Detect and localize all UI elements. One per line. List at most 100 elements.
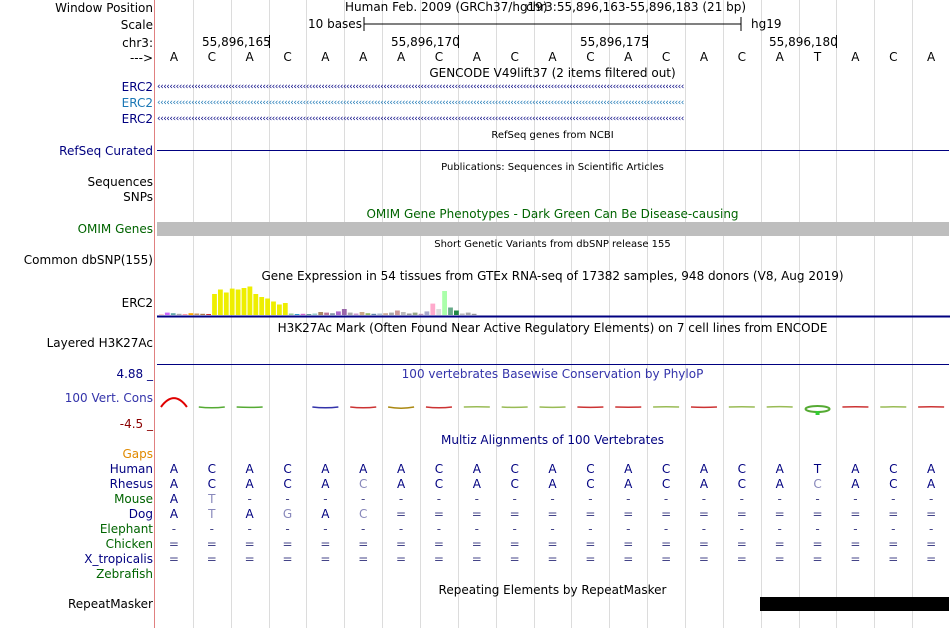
alignment-base: = <box>850 537 861 551</box>
alignment-base: C <box>359 507 368 521</box>
gencode-row-label-3[interactable]: ERC2 <box>121 112 153 126</box>
gencode-transcript-1[interactable]: ‹‹‹‹‹‹‹‹‹‹‹‹‹‹‹‹‹‹‹‹‹‹‹‹‹‹‹‹‹‹‹‹‹‹‹‹‹‹‹‹… <box>157 82 684 92</box>
alignment-base: = <box>698 552 709 566</box>
alignment-base: A <box>548 462 557 476</box>
alignment-base: - <box>512 522 517 536</box>
alignment-base: - <box>588 492 593 506</box>
chrom-label: chr3: <box>122 36 153 50</box>
alignment-base: A <box>775 477 784 491</box>
alignment-base: = <box>168 537 179 551</box>
publications-sequences-label[interactable]: Sequences <box>87 175 153 189</box>
alignment-base: T <box>208 492 216 506</box>
species-label-mouse[interactable]: Mouse <box>114 492 153 506</box>
alignment-base: A <box>851 477 860 491</box>
alignment-base: = <box>320 537 331 551</box>
repeatmasker-label[interactable]: RepeatMasker <box>67 597 153 611</box>
gencode-row-label-2[interactable]: ERC2 <box>121 96 153 110</box>
publications-track-title[interactable]: Publications: Sequences in Scientific Ar… <box>441 162 664 173</box>
reference-base: A <box>624 50 633 64</box>
alignment-base: A <box>169 507 179 521</box>
alignment-base: = <box>585 552 596 566</box>
gtex-tissue-bar <box>400 312 406 315</box>
publications-snps-label[interactable]: SNPs <box>123 190 153 204</box>
alignment-base: - <box>663 492 669 506</box>
conservation-mark <box>350 406 377 409</box>
layered-h3k27ac-label[interactable]: Layered H3K27Ac <box>46 336 153 350</box>
omim-track-title[interactable]: OMIM Gene Phenotypes - Dark Green Can Be… <box>366 207 739 221</box>
gencode-row-label-1[interactable]: ERC2 <box>121 80 153 94</box>
gencode-transcript-3[interactable]: ‹‹‹‹‹‹‹‹‹‹‹‹‹‹‹‹‹‹‹‹‹‹‹‹‹‹‹‹‹‹‹‹‹‹‹‹‹‹‹‹… <box>157 114 684 124</box>
alignment-base: C <box>434 477 444 491</box>
refseq-gene-line[interactable] <box>157 150 949 151</box>
alignment-base: - <box>247 522 252 536</box>
ruler-position-1: 55,896,165 <box>202 35 271 49</box>
alignment-base: - <box>361 522 366 536</box>
conservation-track-title[interactable]: 100 vertebrates Basewise Conservation by… <box>401 367 704 381</box>
alignment-base: = <box>206 552 217 566</box>
alignment-base: - <box>701 522 707 536</box>
gtex-tissue-bar <box>389 312 394 315</box>
gtex-tissue-bar <box>448 307 453 315</box>
alignment-base: C <box>207 477 216 491</box>
omim-genes-label[interactable]: OMIM Genes <box>77 222 153 236</box>
alignment-base: - <box>398 492 404 506</box>
repeatmasker-track-title[interactable]: Repeating Elements by RepeatMasker <box>438 583 667 597</box>
alignment-base: = <box>509 552 520 566</box>
gencode-track-title[interactable]: GENCODE V49lift37 (2 items filtered out) <box>429 66 676 80</box>
gtex-tissue-bar <box>212 294 217 315</box>
alignment-base: = <box>471 552 482 566</box>
gencode-transcript-2[interactable]: ‹‹‹‹‹‹‹‹‹‹‹‹‹‹‹‹‹‹‹‹‹‹‹‹‹‹‹‹‹‹‹‹‹‹‹‹‹‹‹‹… <box>157 98 684 108</box>
species-label-zebrafish[interactable]: Zebrafish <box>96 567 153 581</box>
alignment-base: A <box>927 477 936 491</box>
gtex-tissue-bar <box>229 288 235 315</box>
alignment-base: = <box>661 537 672 551</box>
gtex-tissue-bar <box>377 313 383 315</box>
common-dbsnp-label[interactable]: Common dbSNP(155) <box>23 253 153 267</box>
species-label-chicken[interactable]: Chicken <box>105 537 153 551</box>
alignment-base: = <box>812 537 823 551</box>
h3k27ac-track-title[interactable]: H3K27Ac Mark (Often Found Near Active Re… <box>277 321 828 335</box>
alignment-base: = <box>433 537 444 551</box>
alignment-base: C <box>283 462 292 476</box>
alignment-base: A <box>472 477 481 491</box>
alignment-base: = <box>547 507 558 521</box>
conservation-mark <box>160 397 188 408</box>
vert-cons-label[interactable]: 100 Vert. Cons <box>64 391 153 405</box>
reference-base: T <box>813 50 822 64</box>
alignment-base: = <box>396 552 407 566</box>
alignment-base: A <box>699 462 709 476</box>
gtex-tissue-bar <box>436 309 442 315</box>
ruler-tick-4 <box>836 35 837 48</box>
alignment-base: A <box>927 462 936 476</box>
dbsnp-track-title[interactable]: Short Genetic Variants from dbSNP releas… <box>434 239 671 250</box>
gtex-expression-chart[interactable] <box>155 283 950 319</box>
gtex-tissue-bar <box>353 313 359 315</box>
multiz-track-title[interactable]: Multiz Alignments of 100 Vertebrates <box>440 433 665 447</box>
gtex-gene-label[interactable]: ERC2 <box>121 296 153 310</box>
alignment-base: = <box>926 507 937 521</box>
multiz-gaps-label[interactable]: Gaps <box>122 447 153 461</box>
alignment-base: = <box>888 537 899 551</box>
refseq-curated-label[interactable]: RefSeq Curated <box>59 144 153 158</box>
alignment-base: - <box>285 522 290 536</box>
gtex-track-title[interactable]: Gene Expression in 54 tissues from GTEx … <box>261 269 844 283</box>
species-label-human[interactable]: Human <box>109 462 153 476</box>
species-label-dog[interactable]: Dog <box>128 507 153 521</box>
gtex-tissue-bar <box>318 312 324 315</box>
refseq-track-title[interactable]: RefSeq genes from NCBI <box>491 130 614 141</box>
species-label-elephant[interactable]: Elephant <box>99 522 153 536</box>
alignment-base: = <box>282 537 293 551</box>
alignment-base: A <box>396 462 406 476</box>
ruler-position-3: 55,896,175 <box>580 35 649 49</box>
alignment-base: = <box>585 507 596 521</box>
alignment-base: - <box>436 492 442 506</box>
repeatmasker-element[interactable] <box>760 597 949 611</box>
alignment-base: A <box>624 462 633 476</box>
omim-phenotype-band[interactable] <box>157 222 949 236</box>
species-label-x_tropicalis[interactable]: X_tropicalis <box>84 552 153 566</box>
alignment-base: A <box>169 492 179 506</box>
gtex-tissue-bar <box>282 303 288 315</box>
alignment-base: - <box>436 522 442 536</box>
conservation-plot[interactable] <box>155 390 950 420</box>
species-label-rhesus[interactable]: Rhesus <box>109 477 153 491</box>
